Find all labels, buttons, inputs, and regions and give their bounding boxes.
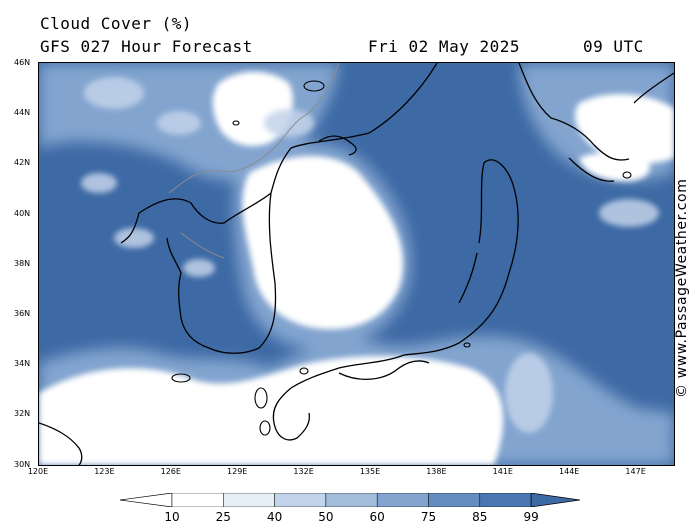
longitude-label: 147E: [625, 467, 646, 476]
legend-tick-label: 85: [472, 510, 488, 524]
longitude-label: 126E: [160, 467, 181, 476]
forecast-time: 09 UTC: [583, 37, 644, 56]
longitude-label: 123E: [94, 467, 115, 476]
longitude-label: 132E: [293, 467, 314, 476]
borders: [168, 63, 340, 259]
longitude-label: 141E: [492, 467, 513, 476]
latitude-label: 30N: [14, 459, 31, 469]
latitude-label: 40N: [14, 208, 31, 218]
legend-tick-label: 40: [266, 510, 283, 524]
legend-swatch: [428, 493, 481, 507]
forecast-date: Fri 02 May 2025: [368, 37, 520, 56]
legend-tick-label: 60: [369, 510, 385, 524]
latitude-label: 34N: [14, 359, 31, 369]
longitude-label: 138E: [426, 467, 447, 476]
legend-swatch: [325, 493, 378, 507]
islands: [171, 80, 632, 436]
latitude-label: 44N: [14, 108, 31, 118]
legend-swatch: [376, 493, 429, 507]
legend-max-arrow: [530, 493, 580, 507]
legend-tick-label: 10: [164, 510, 180, 524]
legend-min-arrow: [120, 493, 173, 507]
latitude-label: 38N: [14, 258, 31, 268]
latitude-label: 32N: [14, 409, 31, 419]
map-canvas: [39, 63, 674, 465]
forecast-subtitle: GFS 027 Hour Forecast: [40, 37, 253, 56]
legend-swatch: [274, 493, 327, 507]
latitude-label: 46N: [14, 58, 31, 67]
legend-tick-label: 50: [318, 510, 334, 524]
legend-tick-label: 75: [420, 510, 437, 524]
map-title: Cloud Cover (%): [40, 14, 192, 33]
legend-swatch: [223, 493, 275, 507]
longitude-label: 120E: [27, 467, 49, 476]
legend-tick-label: 25: [215, 510, 231, 524]
cloud-light-patches: [81, 77, 659, 433]
credit-watermark: © www.PassageWeather.com: [674, 178, 690, 398]
cloud-cover-map: [38, 62, 675, 466]
longitude-label: 135E: [359, 467, 381, 476]
latitude-label: 36N: [14, 309, 31, 318]
coastlines: [39, 63, 674, 465]
latitude-label: 42N: [14, 158, 31, 168]
longitude-label: 144E: [559, 467, 580, 476]
longitude-label: 129E: [227, 467, 248, 476]
legend-swatch: [171, 493, 224, 507]
legend-tick-label: 99: [523, 510, 539, 524]
color-scale-legend: [120, 493, 580, 507]
legend-swatch: [479, 493, 532, 507]
